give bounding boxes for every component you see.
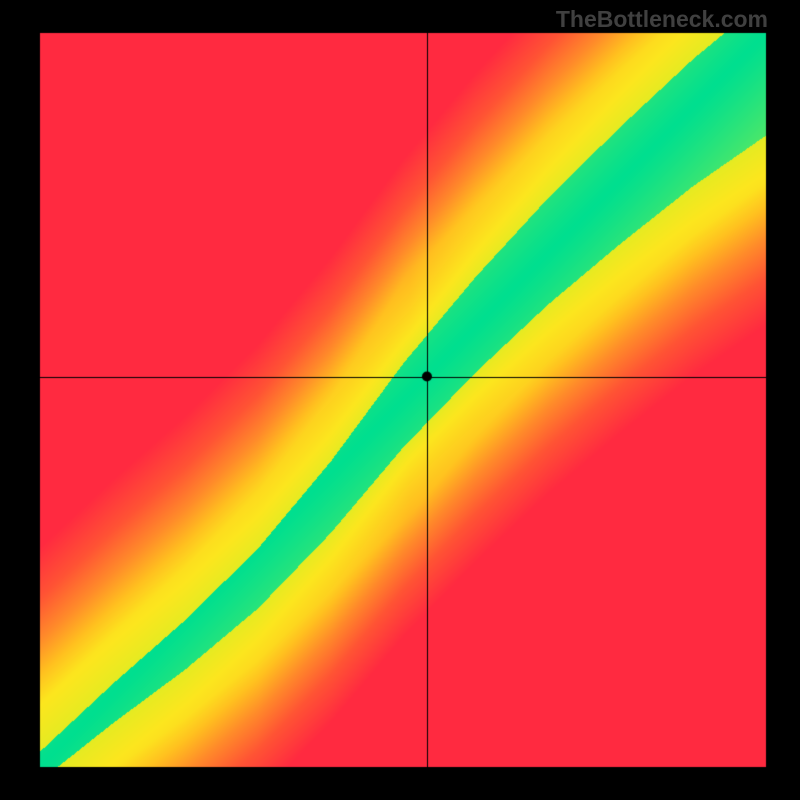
chart-container: TheBottleneck.com [0,0,800,800]
bottleneck-heatmap [0,0,800,800]
watermark-text: TheBottleneck.com [556,6,768,33]
